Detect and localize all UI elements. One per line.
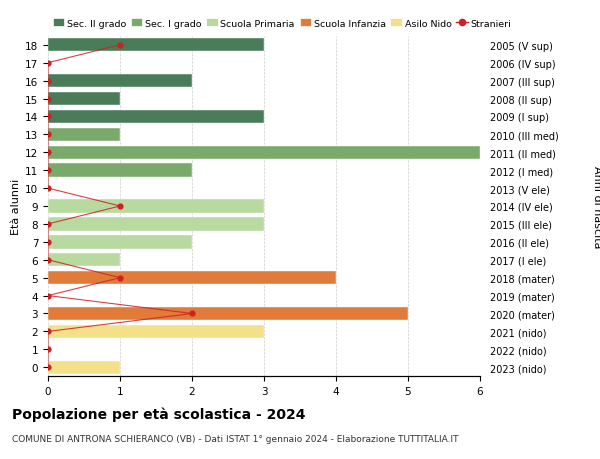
Text: Popolazione per età scolastica - 2024: Popolazione per età scolastica - 2024 <box>12 406 305 421</box>
Bar <box>48 39 264 52</box>
Bar <box>48 111 264 124</box>
Bar <box>48 146 480 160</box>
Bar <box>48 235 192 249</box>
Bar <box>48 93 120 106</box>
Bar <box>48 271 336 285</box>
Bar <box>48 218 264 231</box>
Legend: Sec. II grado, Sec. I grado, Scuola Primaria, Scuola Infanzia, Asilo Nido, Stran: Sec. II grado, Sec. I grado, Scuola Prim… <box>53 19 511 28</box>
Bar <box>48 325 264 338</box>
Bar <box>48 75 192 88</box>
Y-axis label: Età alunni: Età alunni <box>11 179 21 235</box>
Bar <box>48 253 120 267</box>
Text: COMUNE DI ANTRONA SCHIERANCO (VB) - Dati ISTAT 1° gennaio 2024 - Elaborazione TU: COMUNE DI ANTRONA SCHIERANCO (VB) - Dati… <box>12 434 458 443</box>
Bar <box>48 307 408 320</box>
Bar <box>48 361 120 374</box>
Bar <box>48 200 264 213</box>
Bar <box>48 164 192 178</box>
Text: Anni di nascita: Anni di nascita <box>592 165 600 248</box>
Bar <box>48 129 120 142</box>
